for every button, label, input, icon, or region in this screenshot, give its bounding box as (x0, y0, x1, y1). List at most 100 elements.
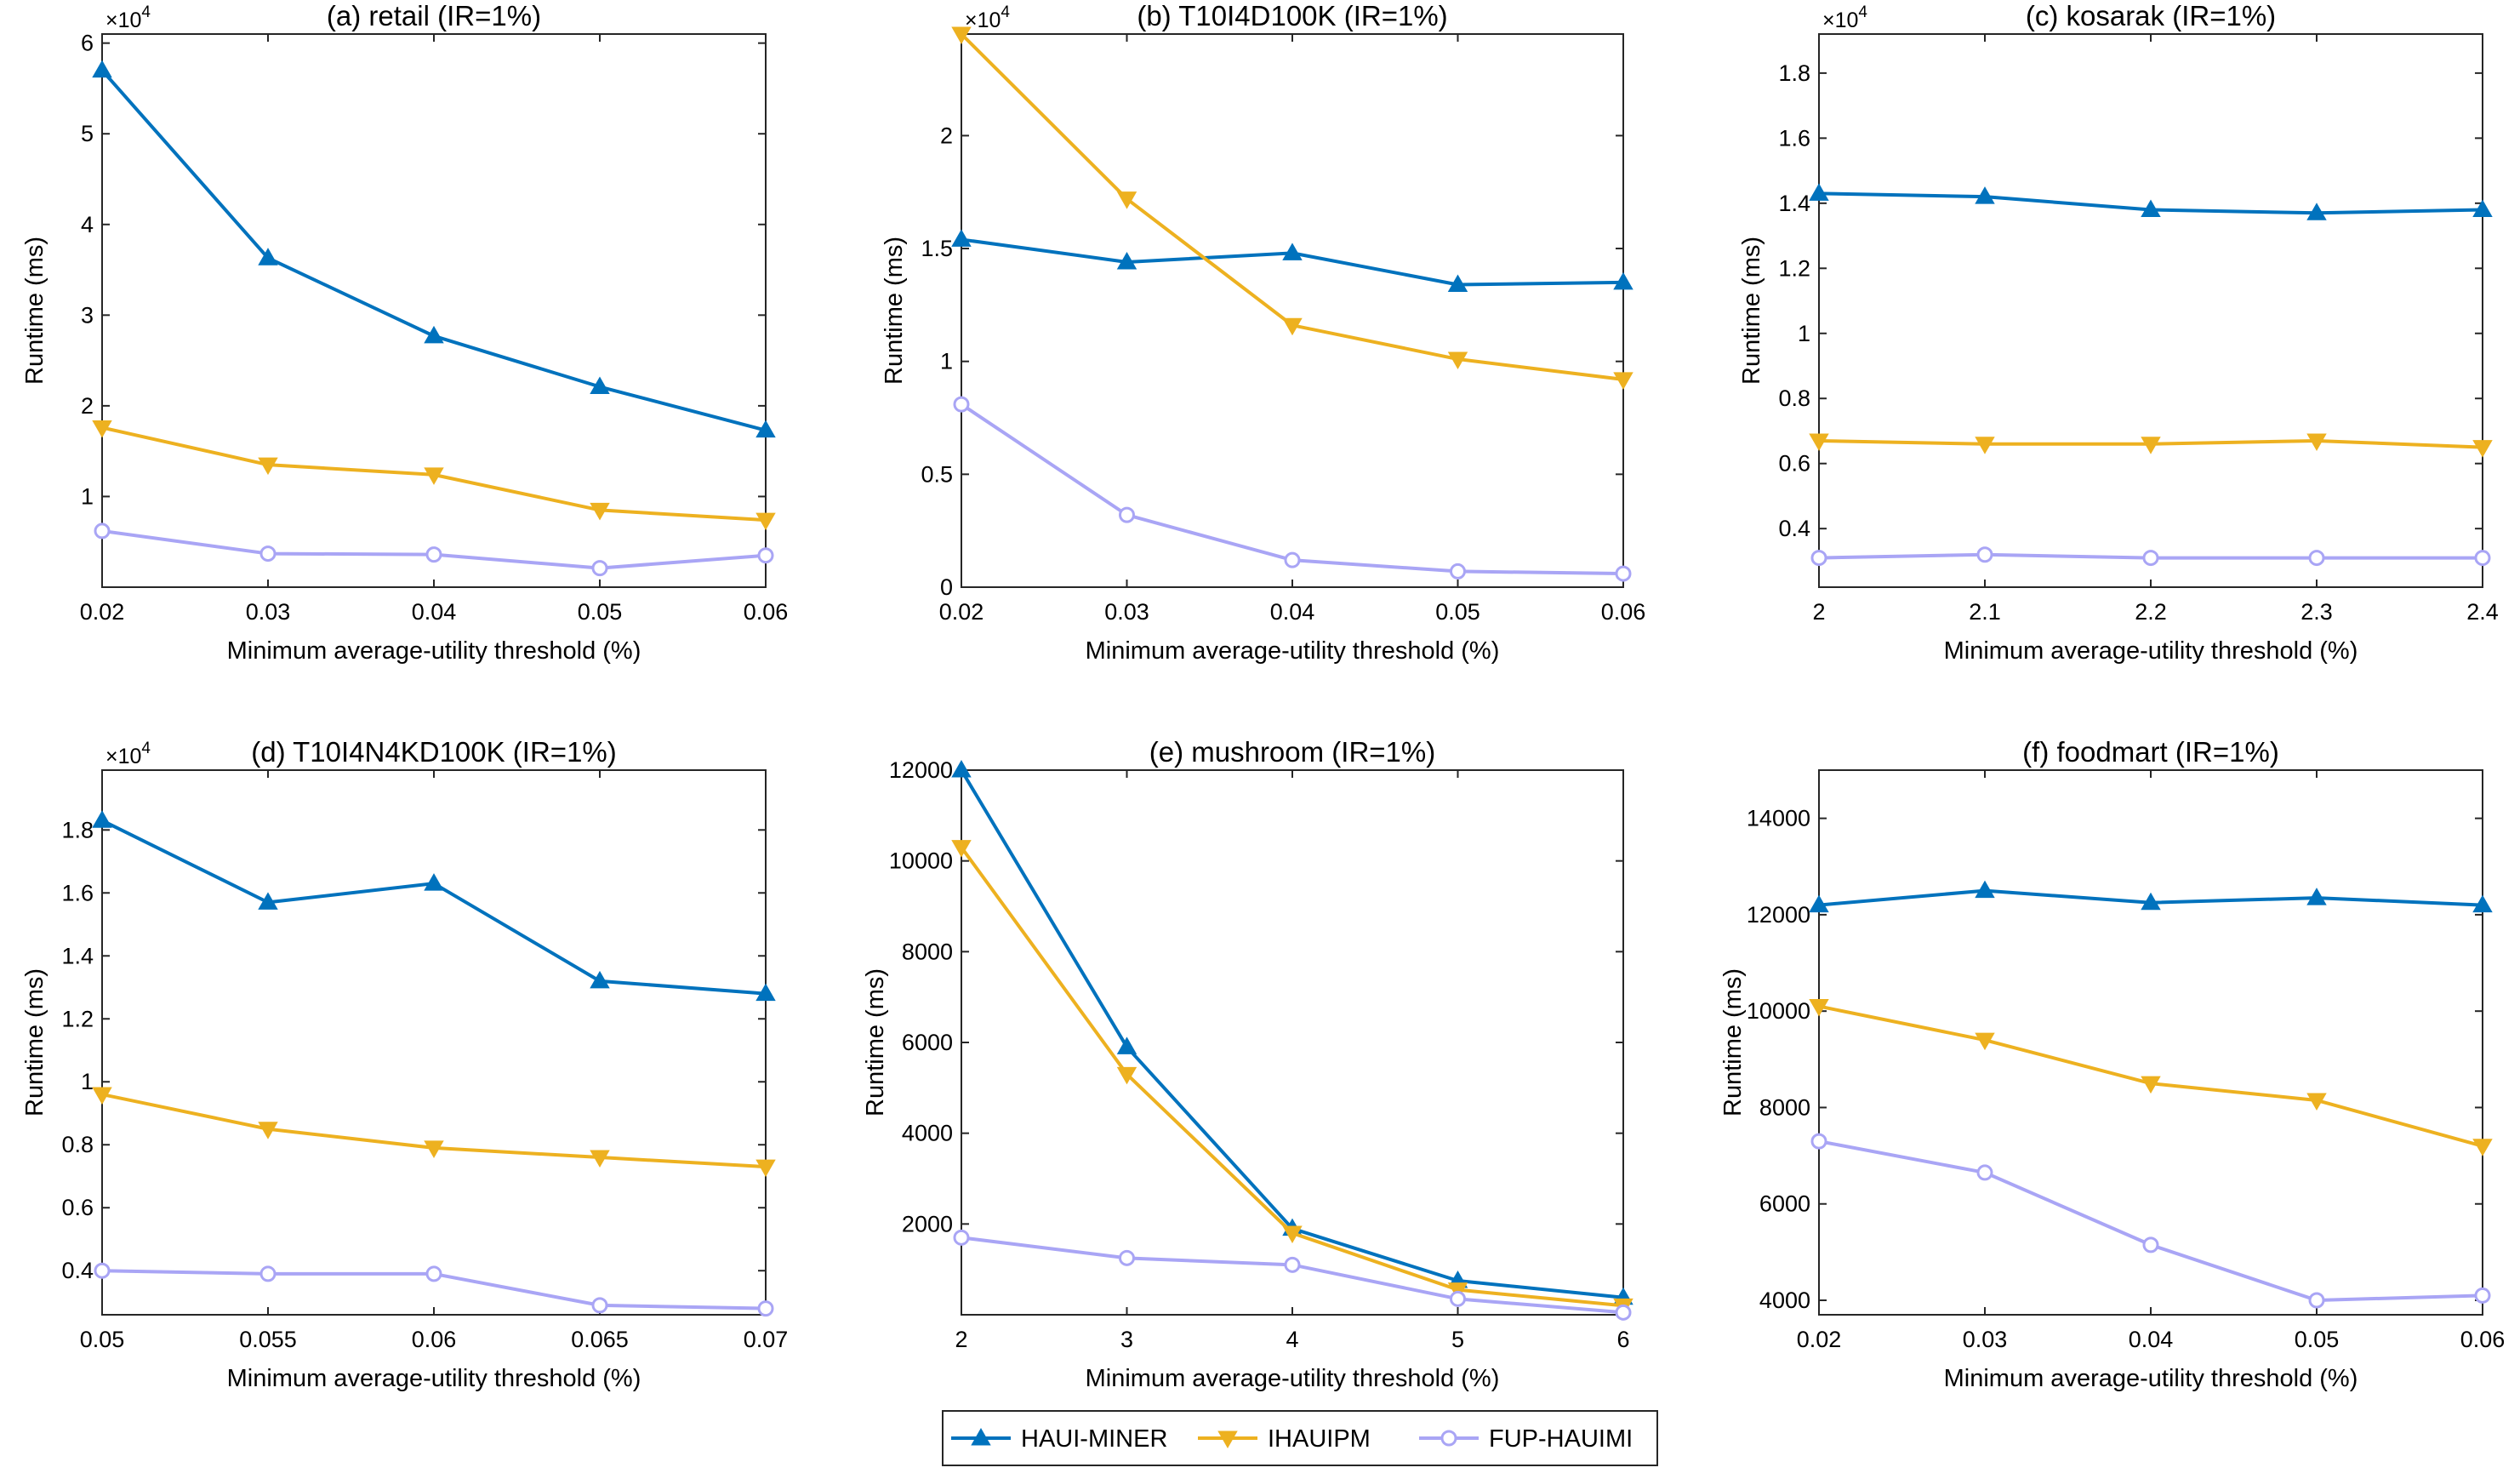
data-point-fup-hauimi (2308, 1292, 2325, 1309)
legend: HAUI-MINER IHAUIPM FUP-HAUIMI (942, 1410, 1658, 1466)
y-multiplier-base: ×10 (1822, 9, 1858, 32)
x-axis-label: Minimum average-utility threshold (%) (227, 637, 641, 665)
data-point-haui-miner (590, 970, 610, 989)
data-point-ihauipm (1282, 1225, 1303, 1244)
legend-marker (971, 1427, 991, 1446)
series-ihauipm (92, 1087, 776, 1178)
chart-title: (f) foodmart (IR=1%) (2022, 736, 2279, 768)
y-multiplier-exponent: 4 (1858, 3, 1867, 21)
data-point-ihauipm (1613, 372, 1633, 390)
data-point-ihauipm (424, 1140, 444, 1158)
y-tick-label: 1.8 (61, 817, 94, 842)
x-axis-label: Minimum average-utility threshold (%) (1086, 1365, 1500, 1392)
x-tick-label: 0.02 (939, 599, 984, 625)
series-ihauipm (92, 420, 776, 531)
data-point-haui-miner (2141, 892, 2161, 911)
legend-label: IHAUIPM (1268, 1425, 1371, 1453)
x-tick-label: 0.06 (1601, 599, 1646, 625)
data-point-haui-miner (755, 420, 776, 438)
data-point-ihauipm (258, 457, 278, 476)
x-tick-label: 0.05 (80, 1327, 125, 1352)
y-tick-label: 8000 (1759, 1094, 1810, 1120)
data-point-haui-miner (1809, 183, 1829, 201)
data-point-fup-hauimi (1810, 550, 1827, 567)
legend-marker (1217, 1430, 1238, 1449)
plot-area (1818, 769, 2483, 1316)
y-multiplier-base: ×10 (965, 9, 1001, 32)
legend-item-fup-hauimi: FUP-HAUIMI (1419, 1425, 1633, 1453)
data-point-haui-miner (2141, 199, 2161, 217)
y-tick-label: 10000 (889, 848, 953, 874)
y-tick-label: 1.4 (1778, 191, 1810, 216)
y-tick-label: 2000 (902, 1211, 953, 1236)
x-axis-label: Minimum average-utility threshold (%) (1086, 637, 1500, 665)
data-point-fup-hauimi (591, 560, 608, 577)
data-point-haui-miner (951, 229, 972, 247)
y-tick-label: 1.6 (61, 880, 94, 905)
series-ihauipm (1809, 433, 2493, 458)
data-point-ihauipm (590, 502, 610, 521)
x-tick-label: 2.1 (1969, 599, 2001, 625)
data-point-haui-miner (92, 60, 112, 78)
x-tick-label: 0.02 (80, 599, 125, 625)
data-point-ihauipm (755, 512, 776, 531)
data-point-haui-miner (258, 248, 278, 266)
data-point-fup-hauimi (259, 545, 277, 562)
data-point-ihauipm (92, 1087, 112, 1105)
data-point-fup-hauimi (2308, 550, 2325, 567)
data-point-haui-miner (2306, 203, 2327, 220)
x-axis-label: Minimum average-utility threshold (%) (1944, 1365, 2358, 1392)
data-point-ihauipm (1809, 999, 1829, 1017)
series-haui-miner (92, 810, 776, 1002)
data-point-ihauipm (2306, 1093, 2327, 1111)
series-haui-miner (951, 229, 1633, 292)
y-multiplier-exponent: 4 (141, 3, 151, 21)
series-ihauipm (1809, 999, 2493, 1156)
y-multiplier-base: ×10 (105, 9, 141, 32)
data-point-ihauipm (1975, 1032, 1995, 1051)
data-point-fup-hauimi (2142, 1236, 2159, 1253)
y-tick-label: 4000 (902, 1121, 953, 1146)
y-tick-label: 0.8 (1778, 385, 1810, 411)
series-fup-hauimi (953, 396, 1632, 582)
chart-title: (d) T10I4N4KD100K (IR=1%) (251, 736, 617, 768)
data-point-haui-miner (590, 376, 610, 395)
data-point-haui-miner (424, 873, 444, 891)
data-point-fup-hauimi (591, 1297, 608, 1314)
data-point-ihauipm (2306, 433, 2327, 451)
data-point-fup-hauimi (1976, 546, 1993, 563)
x-tick-label: 2 (1812, 599, 1825, 625)
x-tick-label: 0.055 (239, 1327, 297, 1352)
y-axis-label: Runtime (ms) (862, 968, 889, 1116)
data-point-fup-hauimi (757, 547, 774, 564)
x-tick-label: 4 (1286, 1327, 1298, 1352)
data-point-haui-miner (2306, 888, 2327, 905)
chart-title: (a) retail (IR=1%) (327, 0, 541, 31)
data-point-fup-hauimi (1450, 1290, 1466, 1307)
y-tick-label: 0.6 (1778, 451, 1810, 477)
series-fup-hauimi (1810, 546, 2491, 567)
data-point-fup-hauimi (1810, 1133, 1827, 1150)
data-point-fup-hauimi (953, 1229, 970, 1246)
data-point-fup-hauimi (2142, 550, 2159, 567)
data-point-haui-miner (1613, 271, 1633, 290)
y-axis-label: Runtime (ms) (1738, 237, 1765, 385)
y-tick-label: 0 (940, 574, 953, 600)
series-ihauipm (951, 26, 1633, 390)
x-tick-label: 3 (1120, 1327, 1133, 1352)
chart-title: (e) mushroom (IR=1%) (1149, 736, 1436, 768)
series-fup-hauimi (1810, 1133, 2491, 1309)
y-multiplier: ×104 (965, 3, 1010, 32)
chart-f: 0.02 0.03 0.04 0.05 0.06 4000 6000 8000 10000 120… (1719, 736, 2505, 1392)
data-point-ihauipm (2141, 437, 2161, 454)
y-tick-label: 4 (81, 212, 94, 237)
data-point-haui-miner (1116, 251, 1137, 270)
data-point-fup-hauimi (1976, 1164, 1993, 1181)
x-tick-label: 0.065 (571, 1327, 629, 1352)
data-point-fup-hauimi (1615, 1304, 1632, 1321)
data-point-haui-miner (258, 892, 278, 910)
series-haui-miner (1809, 183, 2493, 220)
data-point-haui-miner (1809, 894, 1829, 913)
y-multiplier: ×104 (105, 740, 151, 768)
data-point-ihauipm (1282, 317, 1303, 336)
